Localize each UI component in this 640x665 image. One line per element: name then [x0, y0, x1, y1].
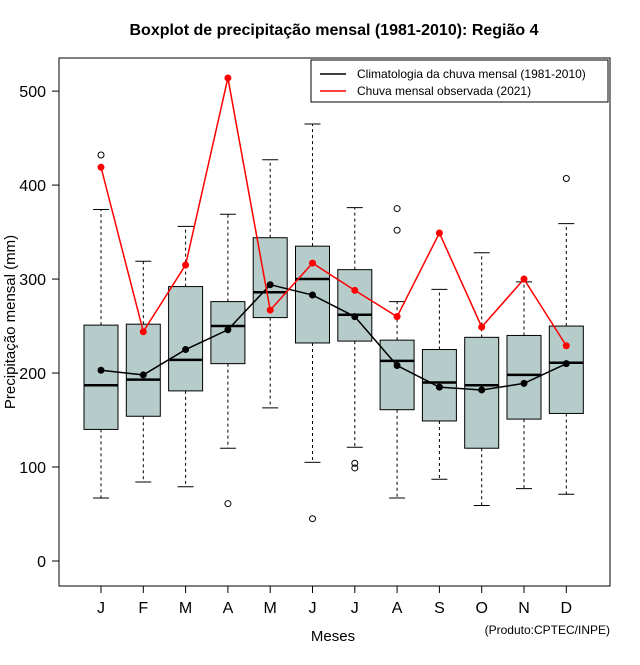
y-tick-label: 300 — [19, 272, 46, 289]
legend-box — [310, 59, 609, 103]
product-credit: (Produto:CPTEC/INPE) — [485, 623, 610, 637]
y-tick-label: 0 — [37, 554, 46, 571]
box-body — [252, 237, 288, 319]
series-point — [266, 306, 274, 314]
legend-label-observed: Chuva mensal observada (2021) — [357, 84, 531, 98]
outlier-point — [224, 500, 232, 508]
series-point — [478, 323, 486, 331]
series-point — [224, 326, 232, 334]
box-11 — [548, 175, 584, 495]
series-point — [182, 346, 190, 354]
series-point — [351, 286, 359, 294]
series-point — [562, 342, 570, 350]
box-body — [83, 324, 119, 430]
series-point — [97, 163, 105, 171]
box-body — [168, 286, 204, 392]
outlier-point — [97, 151, 105, 159]
outlier-point — [562, 175, 570, 183]
outlier-point — [309, 515, 316, 523]
series-point — [266, 281, 274, 289]
x-tick-label: N — [518, 600, 530, 617]
series-point — [520, 275, 528, 283]
box-6 — [337, 207, 373, 472]
box-body — [379, 339, 415, 411]
series-point — [393, 362, 401, 370]
series-point — [97, 366, 105, 374]
chart-title: Boxplot de precipitação mensal (1981-201… — [129, 22, 538, 39]
series-point — [182, 261, 190, 269]
box-5 — [295, 123, 330, 523]
series-point — [224, 74, 232, 82]
legend-label-climatology: Climatologia da chuva mensal (1981-2010) — [357, 67, 586, 81]
series-climatology — [97, 281, 570, 394]
plot-frame — [58, 57, 611, 587]
series-point — [562, 360, 570, 368]
box-9 — [464, 252, 500, 507]
y-tick-label: 400 — [19, 178, 46, 195]
series-point — [309, 259, 316, 267]
legend: Climatologia da chuva mensal (1981-2010)… — [310, 59, 609, 103]
series-point — [478, 386, 486, 394]
x-tick-label: A — [392, 600, 403, 617]
outlier-point — [393, 226, 401, 234]
x-tick-label: D — [561, 600, 573, 617]
series-point — [435, 383, 443, 391]
x-tick-label: M — [179, 600, 192, 617]
y-axis-label: Precipitação mensal (mm) — [2, 235, 19, 409]
series-point — [393, 313, 401, 321]
boxes-group — [83, 123, 584, 523]
x-tick-label: M — [264, 600, 277, 617]
outlier-point — [351, 464, 359, 472]
y-tick-label: 200 — [19, 366, 46, 383]
box-body — [125, 323, 161, 417]
series-point — [139, 371, 147, 379]
series-point — [435, 229, 443, 237]
series-point — [139, 328, 147, 336]
y-tick-label: 500 — [19, 84, 46, 101]
x-tick-label: J — [309, 600, 317, 617]
series-lines-group — [97, 74, 570, 394]
box-0 — [83, 151, 119, 499]
series-line — [100, 283, 567, 391]
x-axis-label: Meses — [311, 628, 355, 645]
series-line — [100, 77, 567, 347]
y-axis: 0 100 200 300 400 500 — [19, 84, 59, 571]
series-observed — [97, 74, 570, 350]
box-2 — [168, 225, 204, 488]
series-point — [309, 291, 316, 299]
box-1 — [125, 260, 161, 483]
x-tick-label: A — [223, 600, 234, 617]
x-tick-label: O — [475, 600, 487, 617]
series-point — [520, 379, 528, 387]
y-tick-label: 100 — [19, 460, 46, 477]
x-tick-label: J — [97, 600, 105, 617]
outlier-point — [393, 205, 401, 213]
x-tick-label: F — [138, 600, 148, 617]
x-tick-label: S — [434, 600, 445, 617]
series-point — [351, 313, 359, 321]
outlier-point — [351, 459, 359, 467]
box-3 — [210, 213, 246, 508]
x-tick-label: J — [351, 600, 359, 617]
